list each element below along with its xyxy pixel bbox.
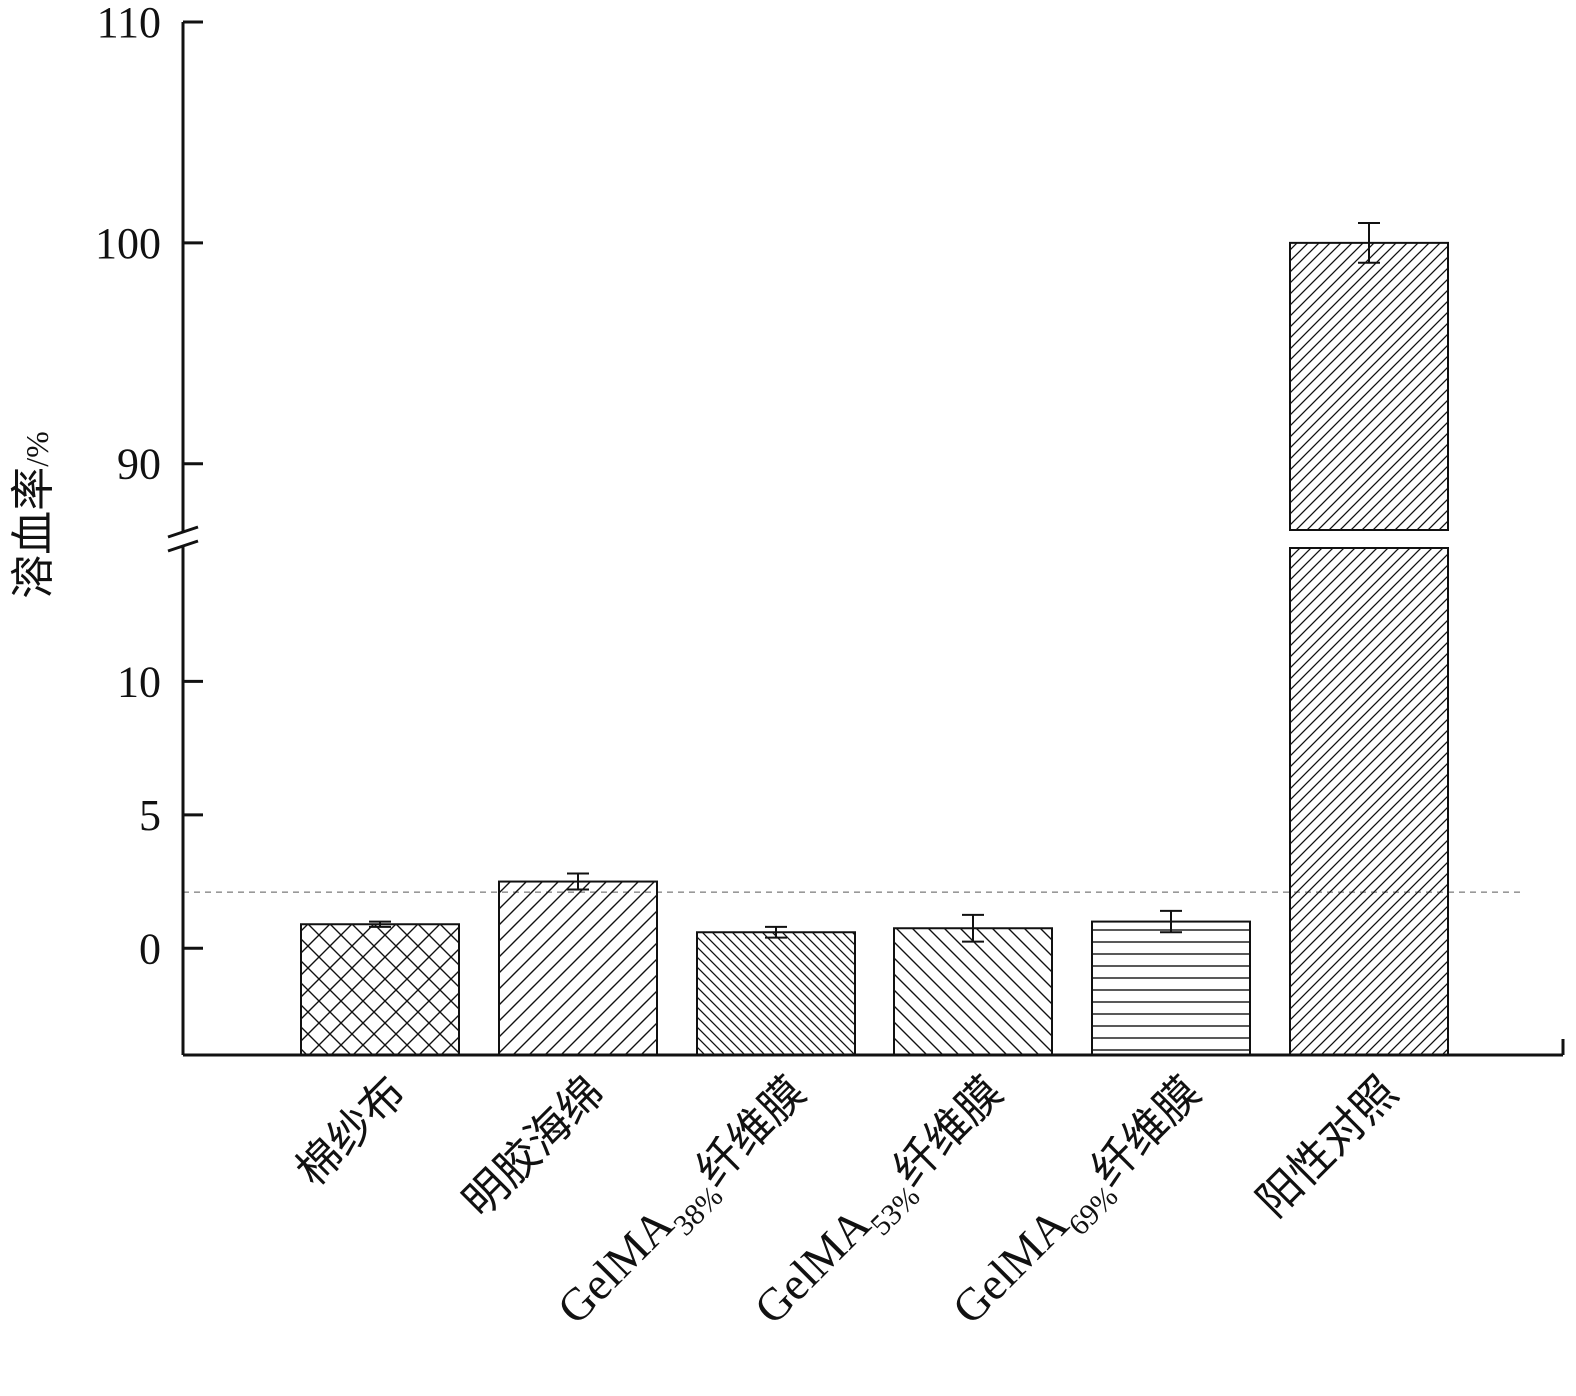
y-axis-label-main: 溶血率 bbox=[8, 467, 59, 599]
bar bbox=[498, 880, 658, 1056]
x-category-label-main: GelMA bbox=[942, 1198, 1077, 1333]
y-tick-label: 5 bbox=[139, 791, 161, 840]
bar bbox=[1091, 920, 1251, 1056]
bar-group bbox=[498, 872, 658, 1056]
axes-layer bbox=[167, 22, 1565, 1057]
bar-break-gap bbox=[1288, 531, 1450, 547]
x-category-label-main: GelMA bbox=[547, 1198, 682, 1333]
y-ticks-layer: 0 5 10 90 100 110 bbox=[95, 0, 203, 973]
error-bar bbox=[765, 925, 787, 939]
bar-lower-part bbox=[1289, 547, 1449, 1056]
bar bbox=[696, 931, 856, 1056]
error-bar bbox=[567, 872, 589, 891]
bar-upper-part bbox=[1289, 241, 1449, 531]
error-bar bbox=[1160, 909, 1182, 934]
svg-text:溶血率/%: 溶血率/% bbox=[8, 431, 59, 599]
y-tick-label: 0 bbox=[139, 924, 161, 973]
bar-group bbox=[893, 913, 1053, 1056]
error-bar bbox=[369, 920, 391, 928]
x-category-label-suffix: 纤维膜 bbox=[1081, 1067, 1210, 1196]
y-axis-label: 溶血率/% bbox=[8, 431, 59, 599]
bar-group bbox=[300, 920, 460, 1056]
bar-group bbox=[696, 925, 856, 1056]
x-category-labels: 棉纱布 明胶海绵GelMA38%纤维膜GelMA53%纤维膜GelMA69%纤维膜… bbox=[286, 1067, 1408, 1334]
x-category-label-suffix: 纤维膜 bbox=[883, 1067, 1012, 1196]
x-category-label-main: GelMA bbox=[744, 1198, 879, 1333]
x-category-label: 阳性对照 bbox=[1247, 1067, 1408, 1228]
y-tick-label: 110 bbox=[97, 0, 161, 47]
bar bbox=[300, 923, 460, 1056]
bars-layer bbox=[300, 221, 1450, 1056]
x-category-label: 棉纱布 bbox=[286, 1067, 415, 1196]
y-axis-label-unit: /% bbox=[19, 431, 55, 467]
bar-group bbox=[1288, 221, 1450, 1056]
axis-break-mark bbox=[167, 525, 199, 553]
bar bbox=[893, 927, 1053, 1056]
y-tick-label: 90 bbox=[117, 440, 161, 489]
y-tick-label: 10 bbox=[117, 657, 161, 706]
error-bar bbox=[1358, 221, 1380, 264]
x-category-label: 明胶海绵 bbox=[453, 1067, 614, 1228]
axis-break-gap bbox=[180, 532, 186, 546]
bar-group bbox=[1091, 909, 1251, 1056]
y-tick-label: 100 bbox=[95, 219, 161, 268]
error-bar bbox=[962, 913, 984, 943]
x-category-label-suffix: 纤维膜 bbox=[686, 1067, 815, 1196]
